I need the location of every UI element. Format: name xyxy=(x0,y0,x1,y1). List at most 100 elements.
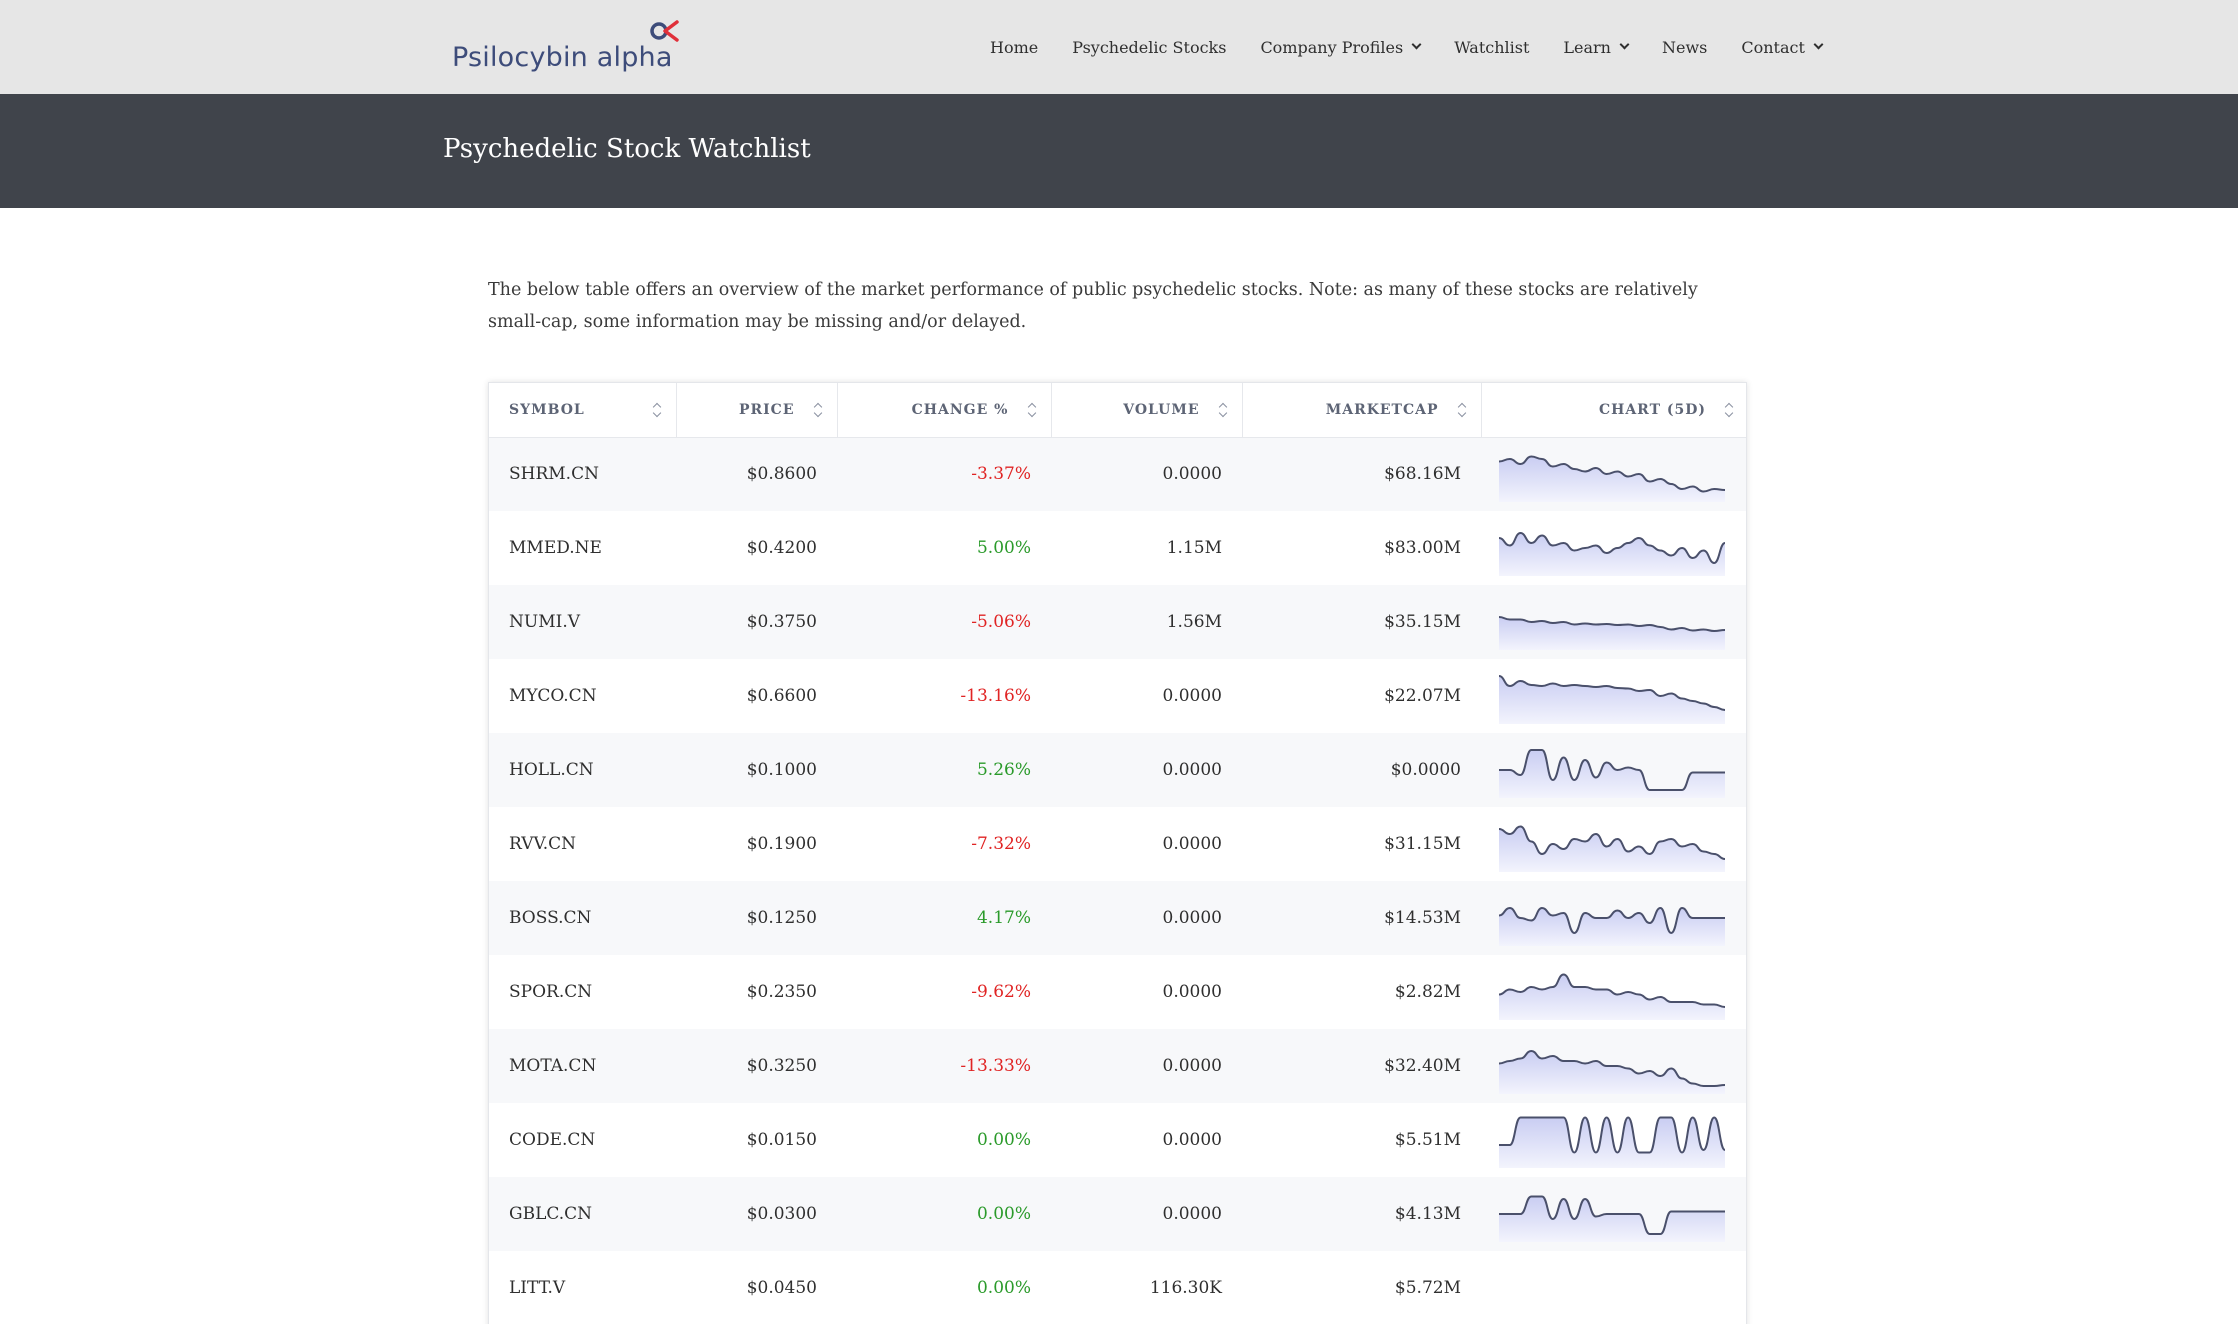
marketcap-cell: $5.72M xyxy=(1394,1278,1461,1298)
symbol-cell[interactable]: MOTA.CN xyxy=(509,1056,597,1076)
nav-item-home[interactable]: Home xyxy=(990,38,1038,57)
volume-cell: 0.0000 xyxy=(1162,1056,1222,1076)
sparkline-area xyxy=(1499,974,1725,1020)
sort-icon[interactable] xyxy=(1458,403,1467,417)
marketcap-cell: $5.51M xyxy=(1394,1130,1461,1150)
table-row[interactable]: RVV.CN $0.1900 -7.32% 0.0000 $31.15M xyxy=(489,807,1746,881)
table-row[interactable]: SHRM.CN $0.8600 -3.37% 0.0000 $68.16M xyxy=(489,437,1746,511)
change-cell: -13.33% xyxy=(960,1056,1031,1076)
sort-icon[interactable] xyxy=(814,403,823,417)
nav-item-psychedelic-stocks[interactable]: Psychedelic Stocks xyxy=(1072,38,1226,57)
table-row[interactable]: MMED.NE $0.4200 5.00% 1.15M $83.00M xyxy=(489,511,1746,585)
sparkline-area xyxy=(1499,533,1725,576)
volume-cell: 1.15M xyxy=(1166,538,1222,558)
chart-cell xyxy=(1481,1251,1746,1324)
symbol-cell[interactable]: LITT.V xyxy=(509,1278,566,1298)
column-header-label: CHART (5D) xyxy=(1598,401,1706,418)
chart-cell xyxy=(1481,437,1746,511)
table-row[interactable]: GBLC.CN $0.0300 0.00% 0.0000 $4.13M xyxy=(489,1177,1746,1251)
chart-cell xyxy=(1481,1103,1746,1177)
symbol-cell[interactable]: MYCO.CN xyxy=(509,686,597,706)
volume-cell: 1.56M xyxy=(1166,612,1222,632)
price-cell: $0.6600 xyxy=(746,686,817,706)
sparkline-area xyxy=(1499,908,1725,946)
symbol-cell[interactable]: BOSS.CN xyxy=(509,908,592,928)
nav-item-contact[interactable]: Contact xyxy=(1741,37,1824,57)
sparkline-chart xyxy=(1499,906,1725,946)
table-row[interactable]: HOLL.CN $0.1000 5.26% 0.0000 $0.0000 xyxy=(489,733,1746,807)
table-row[interactable]: MYCO.CN $0.6600 -13.16% 0.0000 $22.07M xyxy=(489,659,1746,733)
sparkline-area xyxy=(1499,456,1725,503)
main-nav: Home Psychedelic Stocks Company Profiles Wa… xyxy=(990,0,1824,94)
price-cell: $0.1250 xyxy=(746,908,817,928)
table-row[interactable]: CODE.CN $0.0150 0.00% 0.0000 $5.51M xyxy=(489,1103,1746,1177)
chart-cell xyxy=(1481,1029,1746,1103)
symbol-cell[interactable]: HOLL.CN xyxy=(509,760,594,780)
volume-cell: 0.0000 xyxy=(1162,1204,1222,1224)
nav-item-label: Company Profiles xyxy=(1260,37,1404,57)
sparkline-area xyxy=(1499,1051,1725,1094)
table-row[interactable]: SPOR.CN $0.2350 -9.62% 0.0000 $2.82M xyxy=(489,955,1746,1029)
column-header-label: SYMBOL xyxy=(509,401,585,418)
marketcap-cell: $14.53M xyxy=(1384,908,1461,928)
symbol-cell[interactable]: SPOR.CN xyxy=(509,982,593,1002)
marketcap-cell: $68.16M xyxy=(1384,464,1461,485)
table-row[interactable]: NUMI.V $0.3750 -5.06% 1.56M $35.15M xyxy=(489,585,1746,659)
sparkline-chart xyxy=(1499,455,1725,503)
nav-item-label: Psychedelic Stocks xyxy=(1072,37,1227,57)
sparkline-line xyxy=(1499,455,1725,493)
table-row[interactable]: LITT.V $0.0450 0.00% 116.30K $5.72M xyxy=(489,1251,1746,1324)
sparkline-area xyxy=(1499,676,1725,724)
volume-cell: 0.0000 xyxy=(1162,834,1222,854)
column-header-marketcap[interactable]: MARKETCAP xyxy=(1242,383,1482,438)
table-row[interactable]: MOTA.CN $0.3250 -13.33% 0.0000 $32.40M xyxy=(489,1029,1746,1103)
sparkline-line xyxy=(1499,1049,1725,1087)
change-cell: 5.26% xyxy=(976,760,1031,780)
table-row[interactable]: BOSS.CN $0.1250 4.17% 0.0000 $14.53M xyxy=(489,881,1746,955)
change-cell: -7.32% xyxy=(971,834,1031,854)
sparkline-line xyxy=(1499,825,1725,860)
nav-item-watchlist[interactable]: Watchlist xyxy=(1454,38,1529,57)
sparkline-chart xyxy=(1499,1116,1725,1168)
nav-item-news[interactable]: News xyxy=(1662,38,1707,57)
column-header-label: PRICE xyxy=(738,401,795,418)
nav-item-learn[interactable]: Learn xyxy=(1563,38,1630,57)
symbol-cell[interactable]: GBLC.CN xyxy=(509,1204,593,1224)
price-cell: $0.3250 xyxy=(746,1056,817,1076)
chart-cell xyxy=(1481,807,1746,881)
sparkline-chart xyxy=(1499,616,1725,650)
column-header-change[interactable]: CHANGE % xyxy=(837,383,1052,438)
sort-icon[interactable] xyxy=(1028,403,1037,417)
chevron-down-icon xyxy=(1619,39,1630,50)
symbol-cell[interactable]: RVV.CN xyxy=(509,834,577,854)
column-header-price[interactable]: PRICE xyxy=(676,383,838,438)
nav-item-label: Contact xyxy=(1741,37,1805,57)
volume-cell: 0.0000 xyxy=(1162,908,1222,928)
marketcap-cell: $0.0000 xyxy=(1390,760,1461,780)
site-logo[interactable]: Psilocybin alpha xyxy=(452,18,692,78)
nav-item-label: News xyxy=(1661,37,1708,57)
price-cell: $0.0300 xyxy=(746,1204,817,1224)
page-banner: Psychedelic Stock Watchlist xyxy=(0,94,2238,208)
nav-item-company-profiles[interactable]: Company Profiles xyxy=(1260,37,1422,57)
volume-cell: 0.0000 xyxy=(1162,982,1222,1002)
symbol-cell[interactable]: NUMI.V xyxy=(509,612,581,632)
column-header-label: CHANGE % xyxy=(911,401,1009,418)
sort-icon[interactable] xyxy=(1725,403,1734,417)
column-header-volume[interactable]: VOLUME xyxy=(1051,383,1243,438)
sort-icon[interactable] xyxy=(1219,403,1228,417)
column-header-label: VOLUME xyxy=(1123,401,1200,418)
alpha-logo-icon xyxy=(650,20,679,42)
sparkline-line xyxy=(1499,1116,1725,1154)
marketcap-cell: $35.15M xyxy=(1384,612,1461,632)
symbol-cell[interactable]: SHRM.CN xyxy=(509,464,599,485)
column-header-chart-5d[interactable]: CHART (5D) xyxy=(1481,383,1746,438)
change-cell: -13.16% xyxy=(960,686,1031,706)
column-header-symbol[interactable]: SYMBOL xyxy=(489,383,677,438)
symbol-cell[interactable]: MMED.NE xyxy=(509,538,602,558)
column-header-label: MARKETCAP xyxy=(1325,401,1439,418)
nav-item-label: Watchlist xyxy=(1454,37,1530,57)
sparkline-line xyxy=(1499,531,1725,565)
symbol-cell[interactable]: CODE.CN xyxy=(509,1130,596,1150)
sort-icon[interactable] xyxy=(653,403,662,417)
